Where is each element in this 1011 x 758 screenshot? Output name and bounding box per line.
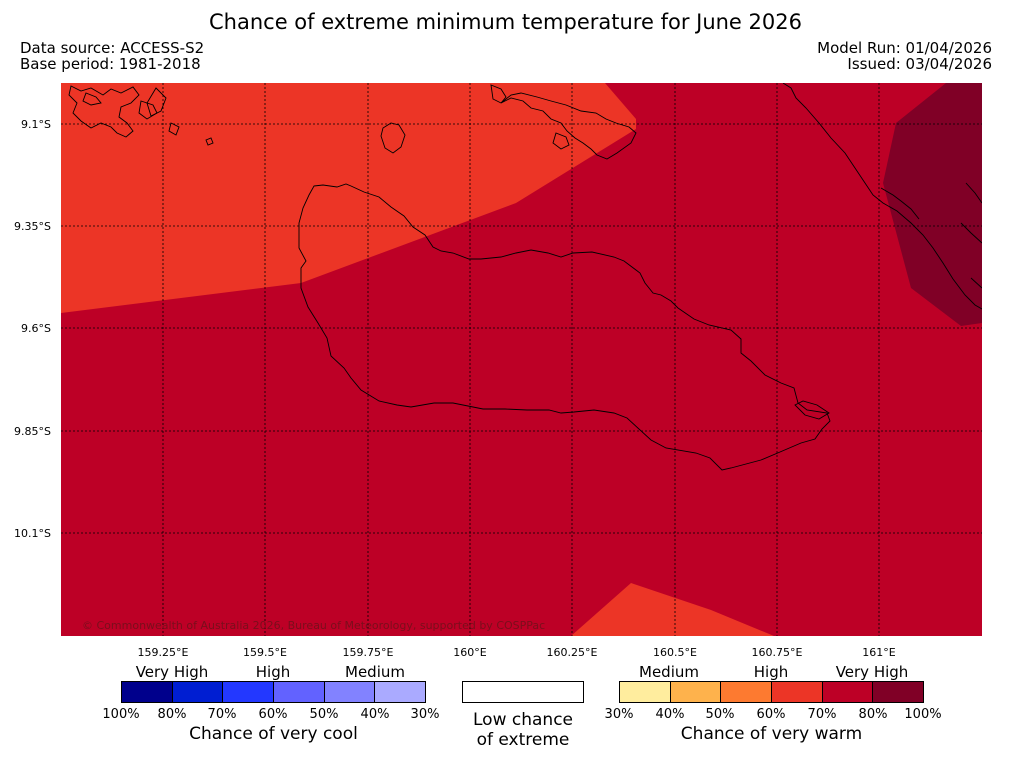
color-swatch <box>822 682 874 702</box>
lat-label: 9.1°S <box>21 118 51 131</box>
graticule <box>61 83 982 636</box>
map-panel: © Commonwealth of Australia 2026, Bureau… <box>61 83 982 636</box>
lon-label: 160.75°E <box>751 646 803 659</box>
coastlines <box>68 83 982 471</box>
low-chance-caption: Low chance of extreme <box>443 710 603 750</box>
lon-label: 161°E <box>862 646 896 659</box>
legend-percent: 50% <box>705 707 735 722</box>
legend-percent: 80% <box>157 707 187 722</box>
cool-caption: Chance of very cool <box>189 724 358 744</box>
legend-percent: 100% <box>102 707 140 722</box>
color-swatch <box>670 682 722 702</box>
model-run-text: Model Run: 01/04/2026 <box>817 39 992 57</box>
color-swatch <box>172 682 224 702</box>
color-swatch <box>324 682 376 702</box>
color-swatch <box>873 682 924 702</box>
lat-label: 10.1°S <box>14 527 51 540</box>
legend-percent: 100% <box>904 707 942 722</box>
color-swatch <box>772 682 823 702</box>
map-title: Chance of extreme minimum temperature fo… <box>209 10 802 34</box>
base-period-text: Base period: 1981-2018 <box>20 55 201 73</box>
lat-label: 9.6°S <box>21 322 51 335</box>
warm-colorbar <box>619 681 924 703</box>
legend-percent: 30% <box>410 707 440 722</box>
lon-label: 159.75°E <box>342 646 394 659</box>
lon-label: 160.5°E <box>653 646 697 659</box>
legend-category: High <box>255 663 291 681</box>
legend-percent: 40% <box>360 707 390 722</box>
region-60-70-south <box>571 583 774 636</box>
legend-percent: 60% <box>258 707 288 722</box>
legend-percent: 80% <box>858 707 888 722</box>
color-swatch <box>223 682 275 702</box>
lat-label: 9.35°S <box>14 220 51 233</box>
legend-percent: 70% <box>207 707 237 722</box>
copyright-text: © Commonwealth of Australia 2026, Bureau… <box>82 619 546 632</box>
probability-map <box>61 83 982 636</box>
legend-percent: 40% <box>655 707 685 722</box>
region-80-100 <box>883 83 982 326</box>
warm-caption: Chance of very warm <box>680 724 863 744</box>
legend-category: Very High <box>135 663 209 681</box>
legend-percent: 50% <box>309 707 339 722</box>
issued-text: Issued: 03/04/2026 <box>847 55 992 73</box>
legend-category: High <box>753 663 789 681</box>
cool-colorbar <box>121 681 426 703</box>
color-swatch <box>375 682 426 702</box>
legend-percent: 70% <box>807 707 837 722</box>
legend-category: Very High <box>835 663 909 681</box>
low-chance-line2: of extreme <box>476 730 570 750</box>
color-swatch <box>274 682 325 702</box>
lon-label: 160°E <box>453 646 487 659</box>
legend-percent: 60% <box>756 707 786 722</box>
lon-label: 160.25°E <box>546 646 598 659</box>
lon-label: 159.5°E <box>243 646 287 659</box>
lon-label: 159.25°E <box>137 646 189 659</box>
color-swatch <box>620 682 671 702</box>
legend-category: Medium <box>639 663 699 681</box>
legend-category: Medium <box>345 663 405 681</box>
lat-label: 9.85°S <box>14 425 51 438</box>
data-source-text: Data source: ACCESS-S2 <box>20 39 205 57</box>
run-info: Model Run: 01/04/2026 Issued: 03/04/2026 <box>817 40 992 72</box>
low-chance-line1: Low chance <box>473 710 573 730</box>
legend-percent: 30% <box>604 707 634 722</box>
region-60-70 <box>61 83 636 313</box>
low-chance-swatch <box>462 681 584 703</box>
source-info: Data source: ACCESS-S2 Base period: 1981… <box>20 40 204 72</box>
color-swatch <box>122 682 173 702</box>
color-swatch <box>721 682 773 702</box>
